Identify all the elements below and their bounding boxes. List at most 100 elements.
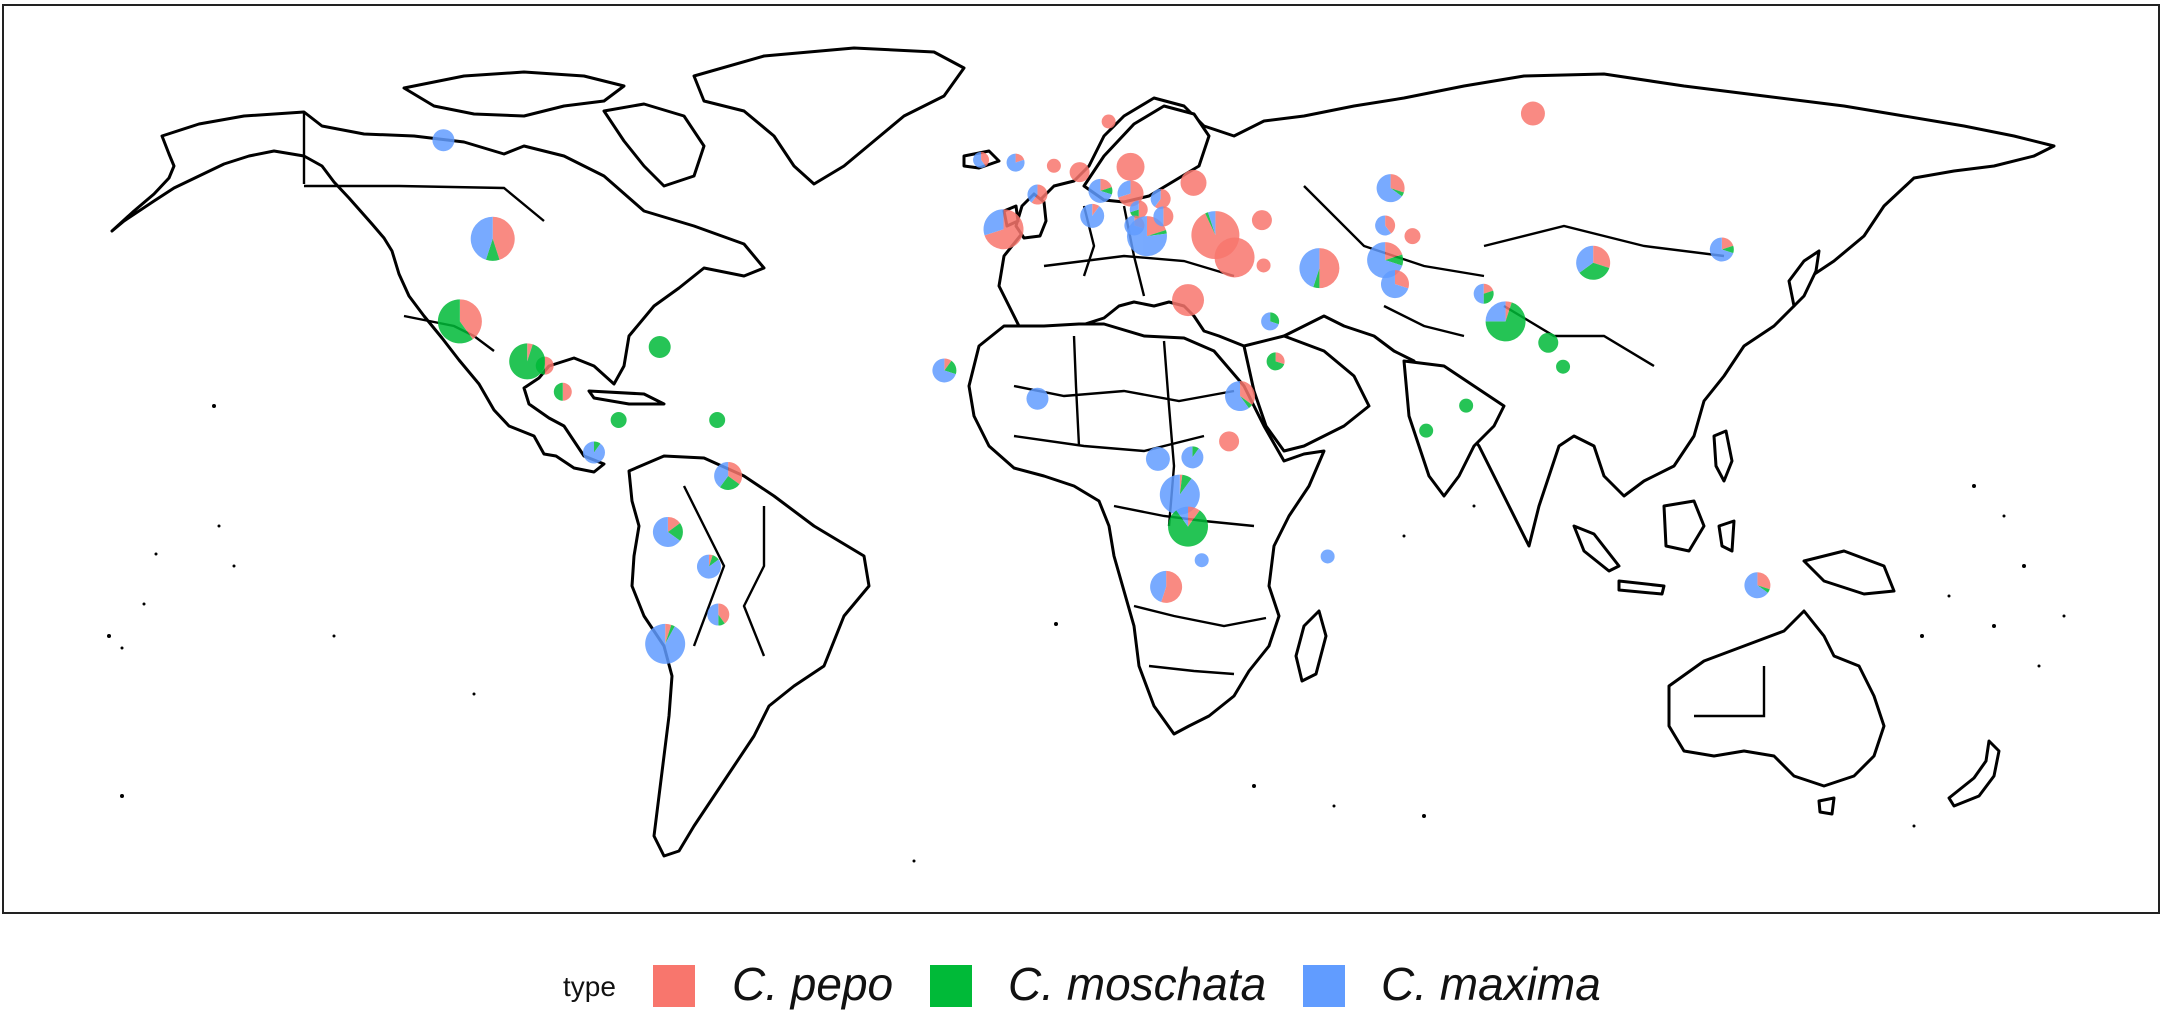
site-pie xyxy=(652,516,683,547)
legend-key-maxima xyxy=(1303,965,1345,1007)
site-pie xyxy=(1150,570,1183,603)
site-pie xyxy=(1145,446,1170,471)
pie-slice-maxima xyxy=(1576,245,1594,273)
sumatra xyxy=(1572,524,1621,573)
site-pie xyxy=(535,356,554,375)
indian-subcontinent xyxy=(1402,359,1506,498)
legend-label-moschata: C. moschata xyxy=(1008,958,1267,1010)
pie-slice-moschata xyxy=(1483,290,1494,304)
pie-slice-pepo xyxy=(459,299,482,340)
legend: type C. pepo C. moschata C. maxima xyxy=(0,955,2165,1015)
pie-slice-pepo xyxy=(527,343,533,362)
pie-slice-maxima xyxy=(1027,184,1038,203)
pie-slice-moschata xyxy=(1266,352,1285,371)
site-pie xyxy=(1367,242,1404,279)
pie-slice-pepo xyxy=(1046,158,1061,173)
site-pie xyxy=(1181,446,1204,469)
eurasia-landmass xyxy=(997,72,2056,548)
site-pie xyxy=(1225,381,1256,412)
pie-slice-maxima xyxy=(973,151,986,168)
site-pie xyxy=(583,441,606,464)
pie-slice-maxima xyxy=(714,461,729,488)
java xyxy=(1617,579,1666,596)
pie-slice-pepo xyxy=(1390,174,1405,193)
pie-slice-maxima xyxy=(1380,270,1409,299)
site-pies xyxy=(432,101,1771,664)
site-pie xyxy=(1261,312,1280,331)
site-pie xyxy=(470,216,515,261)
pie-slice-pepo xyxy=(984,209,1024,250)
map-panel xyxy=(2,4,2160,914)
pie-slice-maxima xyxy=(1194,553,1209,568)
pie-slice-maxima xyxy=(1080,203,1105,228)
pie-slice-maxima xyxy=(1375,215,1391,236)
tasmania xyxy=(1817,796,1836,816)
pie-slice-moschata xyxy=(718,614,725,626)
pie-slice-moschata xyxy=(1146,229,1167,237)
pie-slice-maxima xyxy=(1153,206,1164,227)
pie-slice-maxima xyxy=(1117,180,1131,198)
pie-slice-maxima xyxy=(583,441,606,464)
pie-slice-maxima xyxy=(1150,188,1161,207)
pie-slice-maxima xyxy=(1261,312,1279,331)
site-pie xyxy=(553,382,572,401)
pie-slice-maxima xyxy=(707,603,719,626)
pie-slice-pepo xyxy=(492,216,515,260)
legend-title: type xyxy=(563,971,616,1002)
site-pie xyxy=(1126,216,1167,257)
pie-slice-pepo xyxy=(1385,242,1403,261)
site-pie xyxy=(1380,270,1409,299)
site-pie xyxy=(432,129,455,152)
pie-slice-pepo xyxy=(1256,258,1271,273)
site-pie xyxy=(1027,184,1048,205)
site-pie xyxy=(437,299,482,344)
pie-slice-moschata xyxy=(1579,262,1610,280)
pie-slice-pepo xyxy=(1319,248,1340,289)
site-pie xyxy=(714,461,743,490)
site-pie xyxy=(1520,101,1545,126)
pie-slice-moschata xyxy=(509,343,546,380)
pie-slice-moschata xyxy=(1556,359,1571,374)
pie-slice-pepo xyxy=(1505,301,1512,322)
pie-slice-maxima xyxy=(1744,572,1768,599)
site-pie xyxy=(1219,431,1240,452)
australia-landmass xyxy=(1667,609,1886,788)
site-pie xyxy=(1375,215,1396,236)
site-pie xyxy=(1117,180,1144,207)
site-pie xyxy=(1473,283,1494,304)
site-pie xyxy=(1320,549,1335,564)
pie-slice-pepo xyxy=(1015,153,1025,163)
pie-slice-maxima xyxy=(1088,178,1112,203)
pie-slice-moschata xyxy=(709,412,726,429)
site-pie xyxy=(1404,228,1421,245)
site-pie xyxy=(1299,248,1340,289)
site-pie xyxy=(1180,169,1207,196)
site-pie xyxy=(1116,152,1145,181)
pie-slice-pepo xyxy=(944,358,952,371)
pie-slice-pepo xyxy=(1520,101,1545,126)
site-pie xyxy=(1538,332,1559,353)
pie-slice-pepo xyxy=(1394,270,1409,289)
pie-slice-pepo xyxy=(562,382,572,401)
site-pie xyxy=(1159,474,1200,515)
pie-slice-moschata xyxy=(535,356,545,375)
pie-slice-moschata xyxy=(719,475,740,490)
pie-slice-maxima xyxy=(432,129,455,152)
pie-slice-maxima xyxy=(1225,381,1249,412)
pie-slice-pepo xyxy=(1275,352,1285,365)
south-america-landmass xyxy=(627,454,871,858)
pie-slice-maxima xyxy=(1207,211,1216,236)
pie-slice-moschata xyxy=(1270,312,1280,325)
site-pie xyxy=(1485,301,1526,342)
pie-slice-pepo xyxy=(544,356,554,375)
pie-slice-maxima xyxy=(1129,200,1139,213)
pie-slice-moschata xyxy=(1485,302,1526,342)
pie-slice-pepo xyxy=(1116,152,1145,181)
pie-slice-moschata xyxy=(648,335,671,358)
pie-slice-moschata xyxy=(1721,245,1734,254)
japan xyxy=(1787,249,1821,308)
pie-slice-pepo xyxy=(1404,228,1421,245)
africa-landmass xyxy=(967,322,1326,736)
land-layer xyxy=(110,46,2056,858)
pie-slice-pepo xyxy=(667,516,681,532)
